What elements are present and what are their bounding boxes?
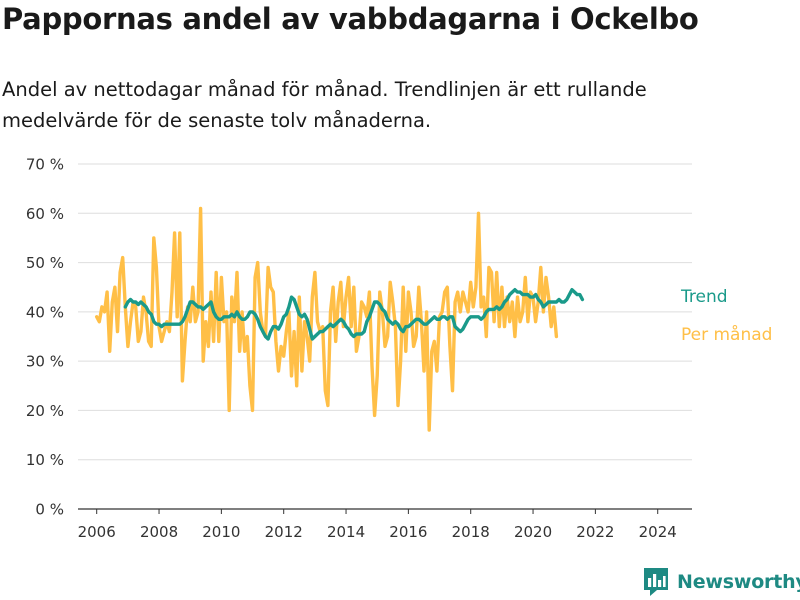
x-tick-label: 2024 bbox=[639, 523, 677, 541]
inline-legend: Per månad Trend bbox=[680, 287, 772, 345]
y-tick-label: 70 % bbox=[26, 156, 64, 174]
newsworthy-logo-icon bbox=[644, 568, 668, 596]
y-tick-label: 60 % bbox=[26, 205, 64, 223]
page-title: Pappornas andel av vabbdagarna i Ockelbo bbox=[2, 2, 699, 36]
x-tick-label: 2020 bbox=[514, 523, 552, 541]
legend-label-trend: Trend bbox=[680, 287, 728, 307]
y-tick-label: 50 % bbox=[26, 254, 64, 272]
y-axis-tick-labels: 0 % 10 % 20 % 30 % 40 % 50 % 60 % 70 % bbox=[26, 156, 64, 519]
x-tick-label: 2006 bbox=[78, 523, 116, 541]
page-subtitle: Andel av nettodagar månad för månad. Tre… bbox=[2, 78, 647, 132]
x-tick-label: 2014 bbox=[327, 523, 365, 541]
y-tick-label: 20 % bbox=[26, 402, 64, 420]
y-tick-label: 0 % bbox=[35, 501, 64, 519]
x-tick-label: 2010 bbox=[202, 523, 240, 541]
y-tick-label: 40 % bbox=[26, 303, 64, 321]
chart-series bbox=[94, 206, 585, 432]
y-tick-label: 30 % bbox=[26, 353, 64, 371]
series-line-per-manad bbox=[94, 206, 559, 432]
legend-label-per-manad: Per månad bbox=[681, 324, 772, 345]
x-tick-label: 2008 bbox=[140, 523, 178, 541]
x-tick-label: 2012 bbox=[265, 523, 303, 541]
x-tick-label: 2018 bbox=[452, 523, 490, 541]
x-tick-label: 2022 bbox=[576, 523, 614, 541]
newsworthy-logo[interactable]: Newsworthy bbox=[644, 568, 800, 596]
x-tick-label: 2016 bbox=[389, 523, 427, 541]
y-tick-label: 10 % bbox=[26, 451, 64, 469]
series-line-trend bbox=[123, 288, 585, 341]
brand-name: Newsworthy bbox=[677, 571, 800, 593]
x-axis: 2006 2008 2010 2012 2014 2016 2018 2020 2022 2024 bbox=[78, 508, 692, 541]
